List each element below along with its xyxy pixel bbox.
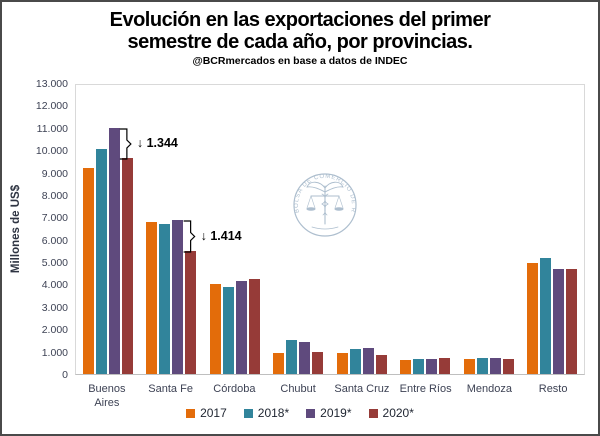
y-axis-title: Millones de US$ <box>10 184 22 274</box>
bar-2017-santa-cruz <box>336 353 348 374</box>
bolsa-de-comercio-de-rosario-logo: BOLSA DE COMERCIO DE ROSARIO <box>293 173 357 237</box>
bar-2020-c-rdoba <box>248 279 260 374</box>
chart-title-line2: semestre de cada año, por provincias. <box>127 31 473 54</box>
bar-2020-santa-fe <box>185 251 197 374</box>
chart-subtitle: @BCRmercados en base a datos de INDEC <box>192 54 408 67</box>
legend-item-2018: 2018* <box>243 406 290 420</box>
bar-group-santa-fe <box>140 85 204 374</box>
y-tick-3-000: 3.000 <box>41 301 68 314</box>
bar-groups <box>76 85 584 374</box>
y-tick-8-000: 8.000 <box>41 189 68 202</box>
bar-2018-entre-r-os <box>413 359 425 374</box>
bar-2017-mendoza <box>463 359 475 374</box>
legend-item-2019: 2019* <box>306 406 352 420</box>
y-tick-7-000: 7.000 <box>41 212 68 225</box>
x-label-santa-fe: Santa Fe <box>148 383 193 395</box>
bar-2017-chubut <box>273 353 285 374</box>
bar-2017-resto <box>527 263 539 374</box>
bar-group-buenos-aires <box>76 85 140 374</box>
x-label-entre-r-os: Entre Ríos <box>399 383 452 395</box>
bar-2020-entre-r-os <box>439 358 451 374</box>
bar-2019-entre-r-os <box>426 359 438 374</box>
legend-item-2020: 2020* <box>368 406 414 420</box>
y-tick-2-000: 2.000 <box>41 324 68 337</box>
y-tick-9-000: 9.000 <box>41 167 68 180</box>
chart-title-line1: Evolución en las exportaciones del prime… <box>109 9 491 31</box>
y-tick-0: 0 <box>62 369 68 381</box>
x-label-c-rdoba: Córdoba <box>213 383 256 395</box>
plot-area: BOLSA DE COMERCIO DE ROSARIO <box>75 84 585 375</box>
bar-2020-mendoza <box>502 359 514 374</box>
bar-group-santa-cruz <box>330 85 394 374</box>
bar-group-mendoza <box>457 85 521 374</box>
x-label-chubut: Chubut <box>280 383 316 395</box>
bar-2019-buenos-aires <box>108 128 120 374</box>
legend-swatch-2017 <box>186 408 196 418</box>
bar-2018-mendoza <box>476 358 488 374</box>
bar-2020-resto <box>566 269 578 374</box>
bar-2019-mendoza <box>489 358 501 374</box>
annotation-label-buenos-aires: ↓ 1.344 <box>136 136 178 150</box>
y-tick-11-000: 11.000 <box>36 122 68 135</box>
legend-swatch-2018 <box>243 408 253 418</box>
y-tick-4-000: 4.000 <box>41 279 68 292</box>
y-tick-10-000: 10.000 <box>35 145 68 158</box>
legend-swatch-2019 <box>306 408 316 418</box>
bar-2019-c-rdoba <box>235 281 247 374</box>
bar-2017-buenos-aires <box>82 168 94 374</box>
y-tick-12-000: 12.000 <box>35 100 68 113</box>
bar-2020-chubut <box>312 352 324 374</box>
y-tick-13-000: 13.000 <box>35 78 68 90</box>
legend-item-2017: 2017 <box>186 406 227 420</box>
bar-group-resto <box>521 85 585 374</box>
bar-2017-c-rdoba <box>209 284 221 374</box>
legend-label-2020: 2020* <box>382 406 414 420</box>
bar-2019-santa-cruz <box>362 348 374 374</box>
bar-2020-buenos-aires <box>121 158 133 374</box>
bar-2018-chubut <box>286 340 298 374</box>
legend-label-2018: 2018* <box>257 406 290 420</box>
bar-group-chubut <box>267 85 331 374</box>
y-tick-6-000: 6.000 <box>41 234 68 247</box>
bar-2018-buenos-aires <box>95 149 107 374</box>
bar-2020-santa-cruz <box>375 355 387 374</box>
bar-2017-entre-r-os <box>400 360 412 374</box>
bar-2018-resto <box>540 258 552 374</box>
x-label-buenos-aires: Buenos Aires <box>88 383 126 409</box>
legend-label-2019: 2019* <box>320 406 352 420</box>
legend-label-2017: 2017 <box>200 406 227 420</box>
bar-2019-santa-fe <box>172 220 184 374</box>
y-tick-5-000: 5.000 <box>41 257 68 270</box>
x-label-resto: Resto <box>538 383 568 395</box>
x-label-mendoza: Mendoza <box>466 383 512 395</box>
legend: 2017 2018* 2019* 2020* <box>2 406 598 420</box>
chart-title: Evolución en las exportaciones del prime… <box>2 9 598 54</box>
legend-swatch-2020 <box>368 408 378 418</box>
bar-2019-chubut <box>299 342 311 374</box>
x-label-santa-cruz: Santa Cruz <box>334 383 390 395</box>
bar-2017-santa-fe <box>146 222 158 374</box>
bar-group-c-rdoba <box>203 85 267 374</box>
bar-2019-resto <box>553 269 565 374</box>
annotation-label-santa-fe: ↓ 1.414 <box>200 228 242 243</box>
bar-group-entre-r-os <box>394 85 458 374</box>
y-tick-1-000: 1.000 <box>41 346 68 359</box>
bar-2018-c-rdoba <box>222 287 234 374</box>
bar-2018-santa-fe <box>159 224 171 374</box>
bar-2018-santa-cruz <box>349 349 361 374</box>
